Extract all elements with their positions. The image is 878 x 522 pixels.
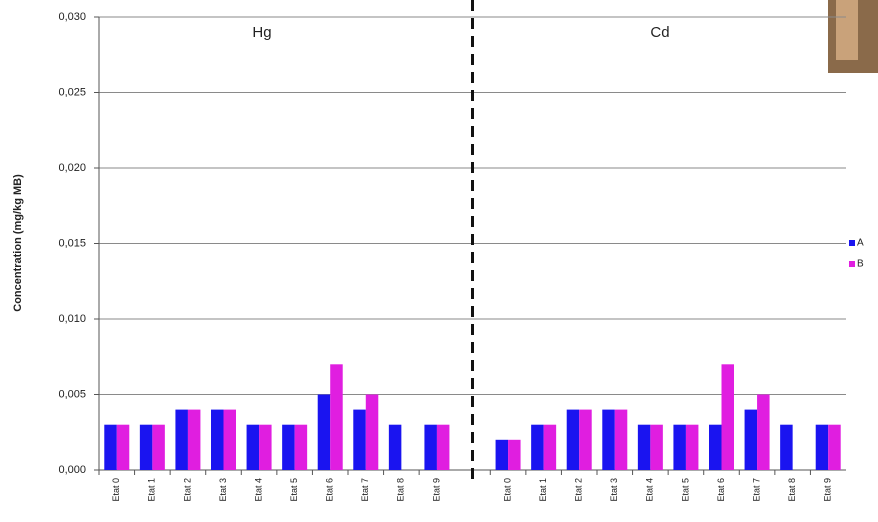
bar (152, 424, 165, 470)
bar (637, 424, 651, 470)
bar (388, 424, 402, 470)
y-tick-label: 0,030 (58, 11, 86, 23)
legend-label: B (857, 259, 864, 270)
x-tick-label: Etat 8 (787, 478, 797, 502)
x-tick-label: Etat 9 (823, 478, 833, 502)
x-tick-label: Etat 4 (253, 478, 263, 502)
bar (116, 424, 130, 470)
x-tick-label: Etat 1 (538, 478, 548, 502)
x-tick-label: Etat 0 (502, 478, 512, 502)
x-tick-label: Etat 7 (360, 478, 370, 502)
bar (543, 424, 557, 470)
x-tick-label: Etat 8 (396, 478, 406, 502)
panel-label: Cd (650, 24, 669, 41)
bar (614, 409, 628, 470)
bar (508, 439, 521, 470)
y-tick-label: 0,015 (58, 237, 86, 249)
bar (709, 424, 722, 470)
bar (282, 424, 295, 470)
bar (495, 439, 509, 470)
x-tick-label: Etat 0 (111, 478, 121, 502)
bar (223, 409, 236, 470)
bar (104, 424, 117, 470)
bar (259, 424, 272, 470)
x-tick-label: Etat 4 (645, 478, 655, 502)
bar (211, 409, 224, 470)
bar (650, 424, 663, 470)
x-tick-label: Etat 9 (431, 478, 441, 502)
x-tick-label: Etat 6 (716, 478, 726, 502)
y-tick-label: 0,000 (58, 464, 86, 476)
bar (365, 394, 379, 470)
x-tick-label: Etat 5 (289, 478, 299, 502)
legend-swatch (849, 261, 855, 267)
bar (685, 424, 699, 470)
bar (780, 424, 793, 470)
bar (175, 409, 188, 470)
bar (246, 424, 260, 470)
y-tick-label: 0,005 (58, 388, 86, 400)
bar (531, 424, 544, 470)
bar (139, 424, 153, 470)
photo-detail (836, 0, 858, 60)
bar (602, 409, 615, 470)
y-axis-label: Concentration (mg/kg MB) (12, 174, 24, 312)
x-tick-label: Etat 6 (325, 478, 335, 502)
bar (673, 424, 686, 470)
x-tick-label: Etat 1 (147, 478, 157, 502)
x-tick-label: Etat 5 (680, 478, 690, 502)
x-tick-label: Etat 7 (751, 478, 761, 502)
bar (828, 424, 841, 470)
bar (436, 424, 450, 470)
bar (187, 409, 201, 470)
bar (757, 394, 770, 470)
bar (579, 409, 592, 470)
bar (294, 424, 308, 470)
panel-label: Hg (252, 24, 271, 41)
bar (317, 394, 331, 470)
bar (424, 424, 437, 470)
bar (721, 364, 734, 470)
bar (353, 409, 366, 470)
x-tick-label: Etat 2 (182, 478, 192, 502)
y-tick-label: 0,025 (58, 86, 86, 98)
x-tick-label: Etat 2 (574, 478, 584, 502)
x-tick-label: Etat 3 (218, 478, 228, 502)
x-tick-label: Etat 3 (609, 478, 619, 502)
y-tick-label: 0,020 (58, 162, 86, 174)
bar (744, 409, 758, 470)
bar (566, 409, 580, 470)
legend-swatch (849, 240, 855, 246)
bar (815, 424, 829, 470)
bar (330, 364, 343, 470)
y-tick-label: 0,010 (58, 313, 86, 325)
legend-label: A (857, 238, 864, 249)
